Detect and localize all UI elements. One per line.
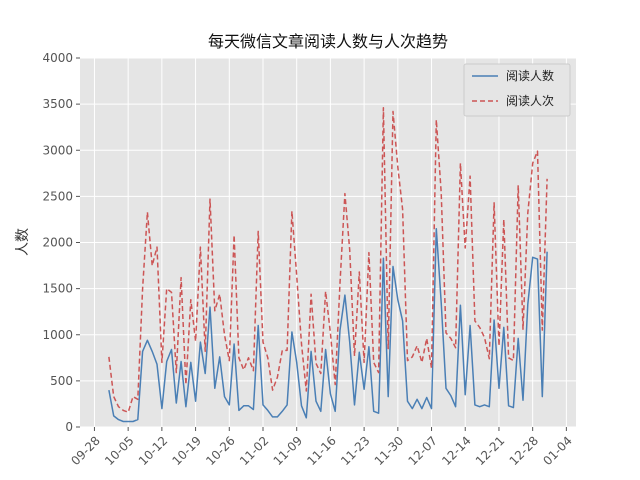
y-tick-label: 3500 <box>42 97 73 111</box>
y-axis-label: 人数 <box>15 228 31 256</box>
y-tick-label: 4000 <box>42 51 73 65</box>
series-line-reading-users <box>108 227 548 423</box>
y-tick-label: 1000 <box>42 328 73 342</box>
y-tick-label: 0 <box>65 420 73 434</box>
series-lines <box>108 107 548 423</box>
legend: 阅读人数 阅读人次 <box>463 63 571 117</box>
y-tick-label: 2000 <box>42 236 73 250</box>
y-tick-label: 500 <box>50 374 73 388</box>
chart-title: 每天微信文章阅读人数与人次趋势 <box>208 32 448 51</box>
legend-label-reading-views: 阅读人次 <box>506 94 554 108</box>
legend-box <box>463 63 571 117</box>
y-tick-label: 1500 <box>42 282 73 296</box>
y-tick-label: 2500 <box>42 189 73 203</box>
series-line-reading-views <box>108 107 548 413</box>
y-tick-label: 3000 <box>42 143 73 157</box>
y-axis-ticks: 0 500 1000 1500 2000 2500 3000 3500 4000 <box>42 51 80 434</box>
legend-label-reading-users: 阅读人数 <box>506 68 554 83</box>
